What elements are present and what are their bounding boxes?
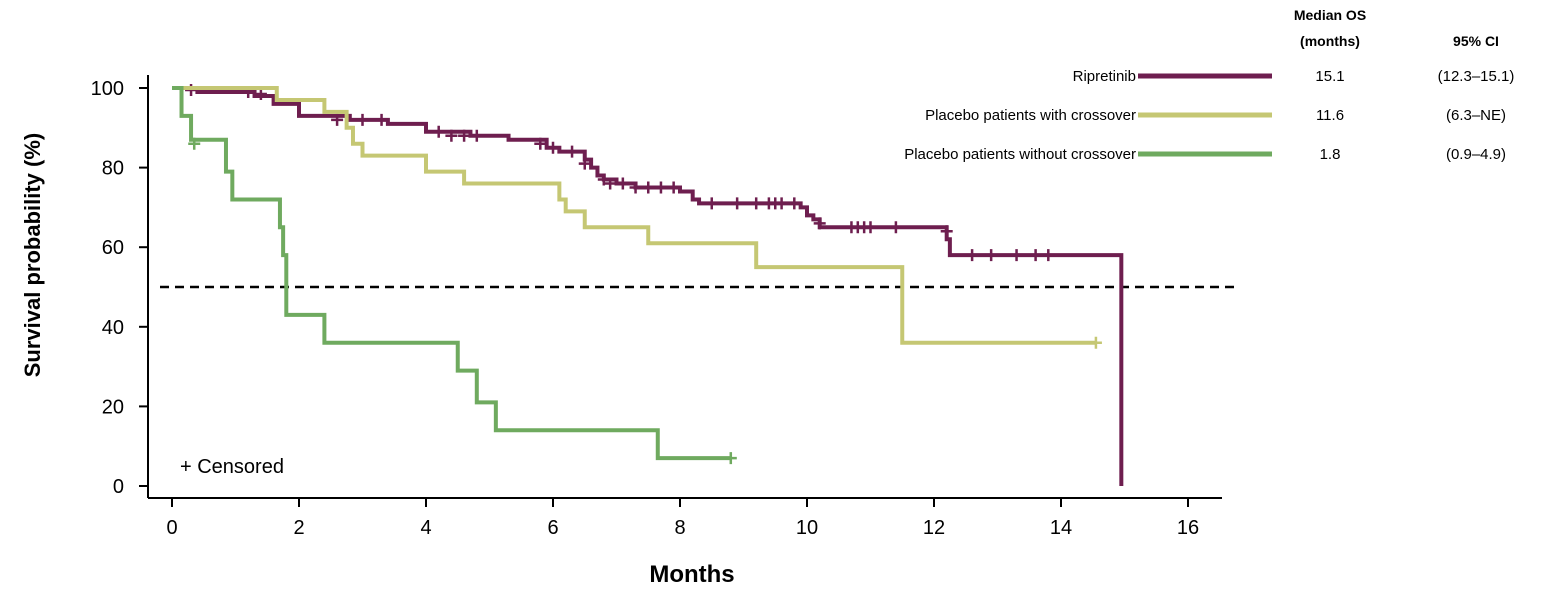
censor-mark <box>375 113 388 126</box>
censor-mark <box>432 125 445 138</box>
ci-value: (0.9–4.9) <box>1446 146 1506 163</box>
censor-mark <box>1010 249 1023 262</box>
censor-mark <box>724 452 737 465</box>
series-ripretinib <box>172 83 1124 486</box>
censor-mark <box>331 113 344 126</box>
censor-mark <box>966 249 979 262</box>
x-tick-label: 2 <box>293 517 304 539</box>
median-os-header: Median OS <box>1294 7 1366 23</box>
survival-curve-placebo-patients-with-crossover <box>172 86 1096 345</box>
censor-mark <box>813 217 826 230</box>
censor-mark <box>566 145 579 158</box>
legend-entry-label: Placebo patients without crossover <box>904 146 1136 163</box>
censor-mark <box>1042 249 1055 262</box>
y-tick-label: 60 <box>102 237 124 259</box>
legend-entry-label: Placebo patients with crossover <box>925 107 1136 124</box>
censor-mark <box>534 137 547 150</box>
x-tick-label: 16 <box>1177 517 1199 539</box>
censor-mark <box>667 181 680 194</box>
legend: Median OS (months) 95% CI Ripretinib 15.1 (12… <box>904 7 1514 163</box>
median-os-header-unit: (months) <box>1300 33 1360 49</box>
x-axis-label: Months <box>649 561 734 588</box>
x-tick-label: 0 <box>166 517 177 539</box>
censor-mark <box>1089 336 1102 349</box>
censor-mark <box>654 181 667 194</box>
x-tick-label: 14 <box>1050 517 1072 539</box>
x-tick-label: 8 <box>674 517 685 539</box>
ci-value: (6.3–NE) <box>1446 107 1506 124</box>
x-tick-label: 12 <box>923 517 945 539</box>
series-group <box>172 83 1124 486</box>
censor-mark <box>597 173 610 186</box>
series-placebo-patients-with-crossover <box>172 86 1102 349</box>
censor-mark <box>750 197 763 210</box>
median-os-value: 15.1 <box>1315 68 1344 85</box>
x-tick-label: 6 <box>547 517 558 539</box>
ci-value: (12.3–15.1) <box>1438 68 1515 85</box>
x-tick-label: 10 <box>796 517 818 539</box>
censor-mark <box>642 181 655 194</box>
y-axis-label: Survival probability (%) <box>20 133 45 378</box>
ci-header: 95% CI <box>1453 33 1499 49</box>
censor-mark <box>1029 249 1042 262</box>
censor-mark <box>578 157 591 170</box>
median-os-value: 11.6 <box>1316 107 1344 124</box>
censor-mark <box>616 177 629 190</box>
censor-mark <box>445 129 458 142</box>
censor-mark <box>547 141 559 154</box>
y-tick-label: 100 <box>91 78 124 100</box>
censor-mark <box>731 197 744 210</box>
legend-entry-label: Ripretinib <box>1073 68 1136 85</box>
x-tick-label: 4 <box>420 517 431 539</box>
censor-mark <box>470 129 483 142</box>
censor-mark <box>604 177 617 190</box>
censor-mark <box>458 129 471 142</box>
censor-mark <box>356 113 369 126</box>
survival-curve-ripretinib <box>172 86 1124 486</box>
axes: 0 2 4 6 8 10 12 14 16 0 20 40 60 80 100 <box>91 75 1222 539</box>
censor-mark <box>864 221 877 234</box>
series-placebo-patients-without-crossover <box>172 86 737 465</box>
survival-curve-placebo-patients-without-crossover <box>172 86 731 461</box>
censor-mark <box>775 197 788 210</box>
censor-mark <box>705 197 718 210</box>
censored-note: + Censored <box>180 456 284 478</box>
censor-mark <box>188 137 201 150</box>
censor-mark <box>985 249 998 262</box>
y-tick-label: 40 <box>102 317 124 339</box>
y-tick-label: 0 <box>113 476 124 498</box>
censor-mark <box>889 221 902 234</box>
y-tick-label: 20 <box>102 396 124 418</box>
median-os-value: 1.8 <box>1320 146 1341 163</box>
censor-mark <box>629 181 642 194</box>
y-tick-label: 80 <box>102 158 124 180</box>
censor-mark <box>788 197 801 210</box>
censor-mark <box>940 225 953 238</box>
